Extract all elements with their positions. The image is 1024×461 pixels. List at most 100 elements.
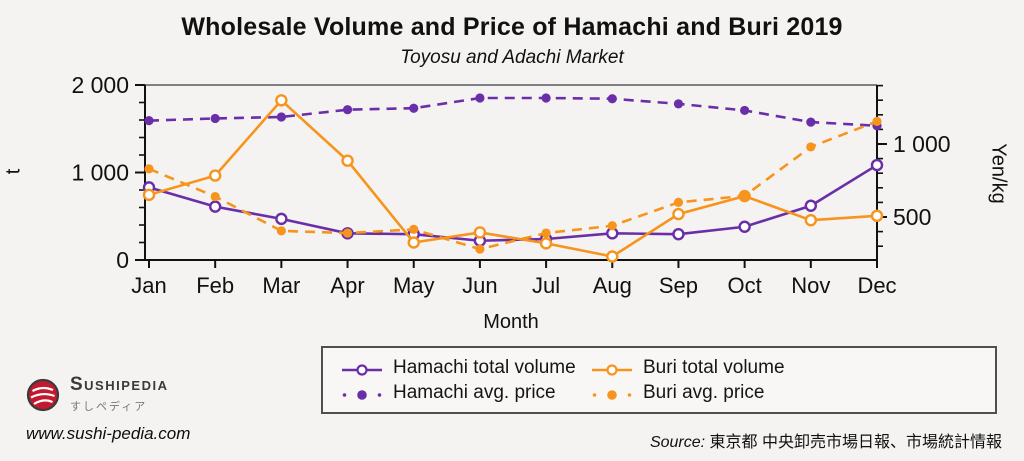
left-tick-label: 2 000 <box>71 72 129 98</box>
legend-label-hamachi-total-volume: Hamachi total volume <box>393 356 576 378</box>
point-hamachi-price-Apr <box>342 105 353 115</box>
legend-item-buri-total-volume: Buri total volume <box>591 357 985 379</box>
legend-marker-hamachi-total-volume <box>341 361 383 376</box>
point-buri-volume-Mar <box>275 94 288 107</box>
point-buri-volume-Apr <box>341 154 354 167</box>
source-note: Source: 東京都 中央卸売市場日報、市場統計情報 <box>650 428 1002 452</box>
legend-swatch-svg-hamachi-price <box>342 389 382 400</box>
series-line-hamachi-price <box>148 96 878 128</box>
point-buri-price-Dec <box>872 116 882 126</box>
legend-marker-buri-total-volume <box>591 361 633 376</box>
point-buri-price-Nov <box>806 142 816 152</box>
point-hamachi-price-Oct <box>740 105 750 116</box>
point-buri-price-Jun <box>475 244 485 254</box>
point-buri-price-Mar <box>276 226 286 236</box>
series-line-hamachi-volume <box>148 163 878 243</box>
month-label-Nov: Nov <box>791 273 830 298</box>
point-buri-price-May <box>409 224 419 235</box>
point-buri-price-Jul <box>541 228 551 238</box>
point-hamachi-price-Feb <box>210 113 220 124</box>
legend-dash-dot-left-buri-price <box>592 392 597 397</box>
legend-item-hamachi-total-volume: Hamachi total volume <box>341 357 591 379</box>
legend-swatch-svg-buri-volume <box>592 363 632 376</box>
point-buri-price-Feb <box>210 191 220 202</box>
point-hamachi-volume-Sep <box>672 227 685 241</box>
point-hamachi-price-Jul <box>541 93 551 103</box>
point-buri-volume-May <box>407 236 420 249</box>
point-hamachi-volume-Mar <box>275 212 288 226</box>
point-hamachi-price-Sep <box>673 99 684 109</box>
legend-swatch-svg-buri-price <box>592 389 632 400</box>
month-label-Oct: Oct <box>728 273 762 298</box>
month-label-Jun: Jun <box>462 273 497 298</box>
point-hamachi-price-Mar <box>276 112 286 122</box>
left-tick-label: 0 <box>116 247 129 273</box>
point-buri-volume-Feb <box>208 169 222 182</box>
legend-dash-dot-left-hamachi-price <box>342 392 347 397</box>
chart-plot: 0 1 000 2 000 500 1 000 Jan Feb Mar Apr May Jun Jul… <box>71 72 950 298</box>
source-text: 東京都 中央卸売市場日報、市場統計情報 <box>709 434 1002 451</box>
chart-legend: Hamachi total volume Buri total volume H… <box>321 346 997 414</box>
month-label-May: May <box>393 273 435 298</box>
month-label-Mar: Mar <box>262 273 300 298</box>
legend-swatch-svg-hamachi-volume <box>342 363 382 376</box>
source-prefix: Source: <box>649 434 706 451</box>
legend-dash-dot-right-hamachi-price <box>377 392 382 397</box>
point-hamachi-volume-Nov <box>804 199 818 212</box>
legend-open-circle-hamachi-volume <box>356 363 368 376</box>
month-label-Sep: Sep <box>659 273 698 298</box>
point-hamachi-price-Jan <box>144 116 154 126</box>
left-axis-label: t <box>2 168 25 175</box>
point-buri-price-Jan <box>144 164 154 174</box>
point-buri-price-Aug <box>607 221 617 231</box>
legend-label-hamachi-avg-price: Hamachi avg. price <box>393 381 556 403</box>
chart-subtitle: Toyosu and Adachi Market <box>400 47 624 68</box>
left-tick-label: 1 000 <box>71 160 129 186</box>
month-label-Jul: Jul <box>532 273 560 298</box>
legend-filled-circle-buri-price <box>607 389 617 400</box>
series-line-buri-volume <box>148 98 878 258</box>
legend-filled-circle-hamachi-price <box>357 389 367 400</box>
legend-marker-buri-avg-price <box>591 386 633 400</box>
sushipedia-logo: Sushipedia すしペディア <box>26 375 168 414</box>
legend-label-buri-avg-price: Buri avg. price <box>643 381 765 403</box>
series-line-buri-price <box>148 120 878 251</box>
point-hamachi-price-Jun <box>475 93 485 103</box>
point-buri-price-Sep <box>673 197 684 207</box>
legend-label-buri-total-volume: Buri total volume <box>643 356 785 378</box>
point-buri-volume-Dec <box>870 209 884 223</box>
point-hamachi-volume-Dec <box>870 158 884 172</box>
point-buri-volume-Aug <box>606 250 619 263</box>
chart-title: Wholesale Volume and Price of Hamachi an… <box>181 13 843 41</box>
brand-name: Sushipedia <box>70 374 169 395</box>
x-axis-label: Month <box>483 311 539 333</box>
legend-dash-dot-right-buri-price <box>627 392 632 397</box>
point-buri-volume-Sep <box>672 207 685 221</box>
legend-item-hamachi-avg-price: Hamachi avg. price <box>341 382 591 404</box>
site-url: www.sushi-pedia.com <box>26 424 191 443</box>
brand-name-jp: すしペディア <box>70 401 148 413</box>
sushipedia-logo-icon <box>26 378 60 411</box>
point-hamachi-volume-Feb <box>208 200 222 213</box>
month-label-Feb: Feb <box>196 273 234 298</box>
month-label-Apr: Apr <box>330 273 364 298</box>
point-hamachi-price-May <box>409 103 419 113</box>
point-buri-volume-Jul <box>539 237 553 250</box>
point-hamachi-volume-Oct <box>738 220 751 233</box>
legend-marker-hamachi-avg-price <box>341 386 383 400</box>
month-label-Aug: Aug <box>593 273 632 298</box>
point-hamachi-price-Aug <box>607 94 617 104</box>
point-buri-price-Oct <box>740 191 750 201</box>
point-buri-price-Apr <box>342 228 353 238</box>
legend-item-buri-avg-price: Buri avg. price <box>591 382 985 404</box>
right-tick-label: 500 <box>893 204 931 230</box>
point-buri-volume-Jan <box>142 188 156 202</box>
month-label-Jan: Jan <box>131 273 166 298</box>
point-buri-volume-Jun <box>473 226 487 239</box>
legend-open-circle-buri-volume <box>606 363 618 376</box>
point-buri-volume-Nov <box>804 213 818 227</box>
right-axis-label: Yen/kg <box>987 143 1010 204</box>
month-label-Dec: Dec <box>857 273 896 298</box>
point-hamachi-price-Nov <box>806 117 816 127</box>
